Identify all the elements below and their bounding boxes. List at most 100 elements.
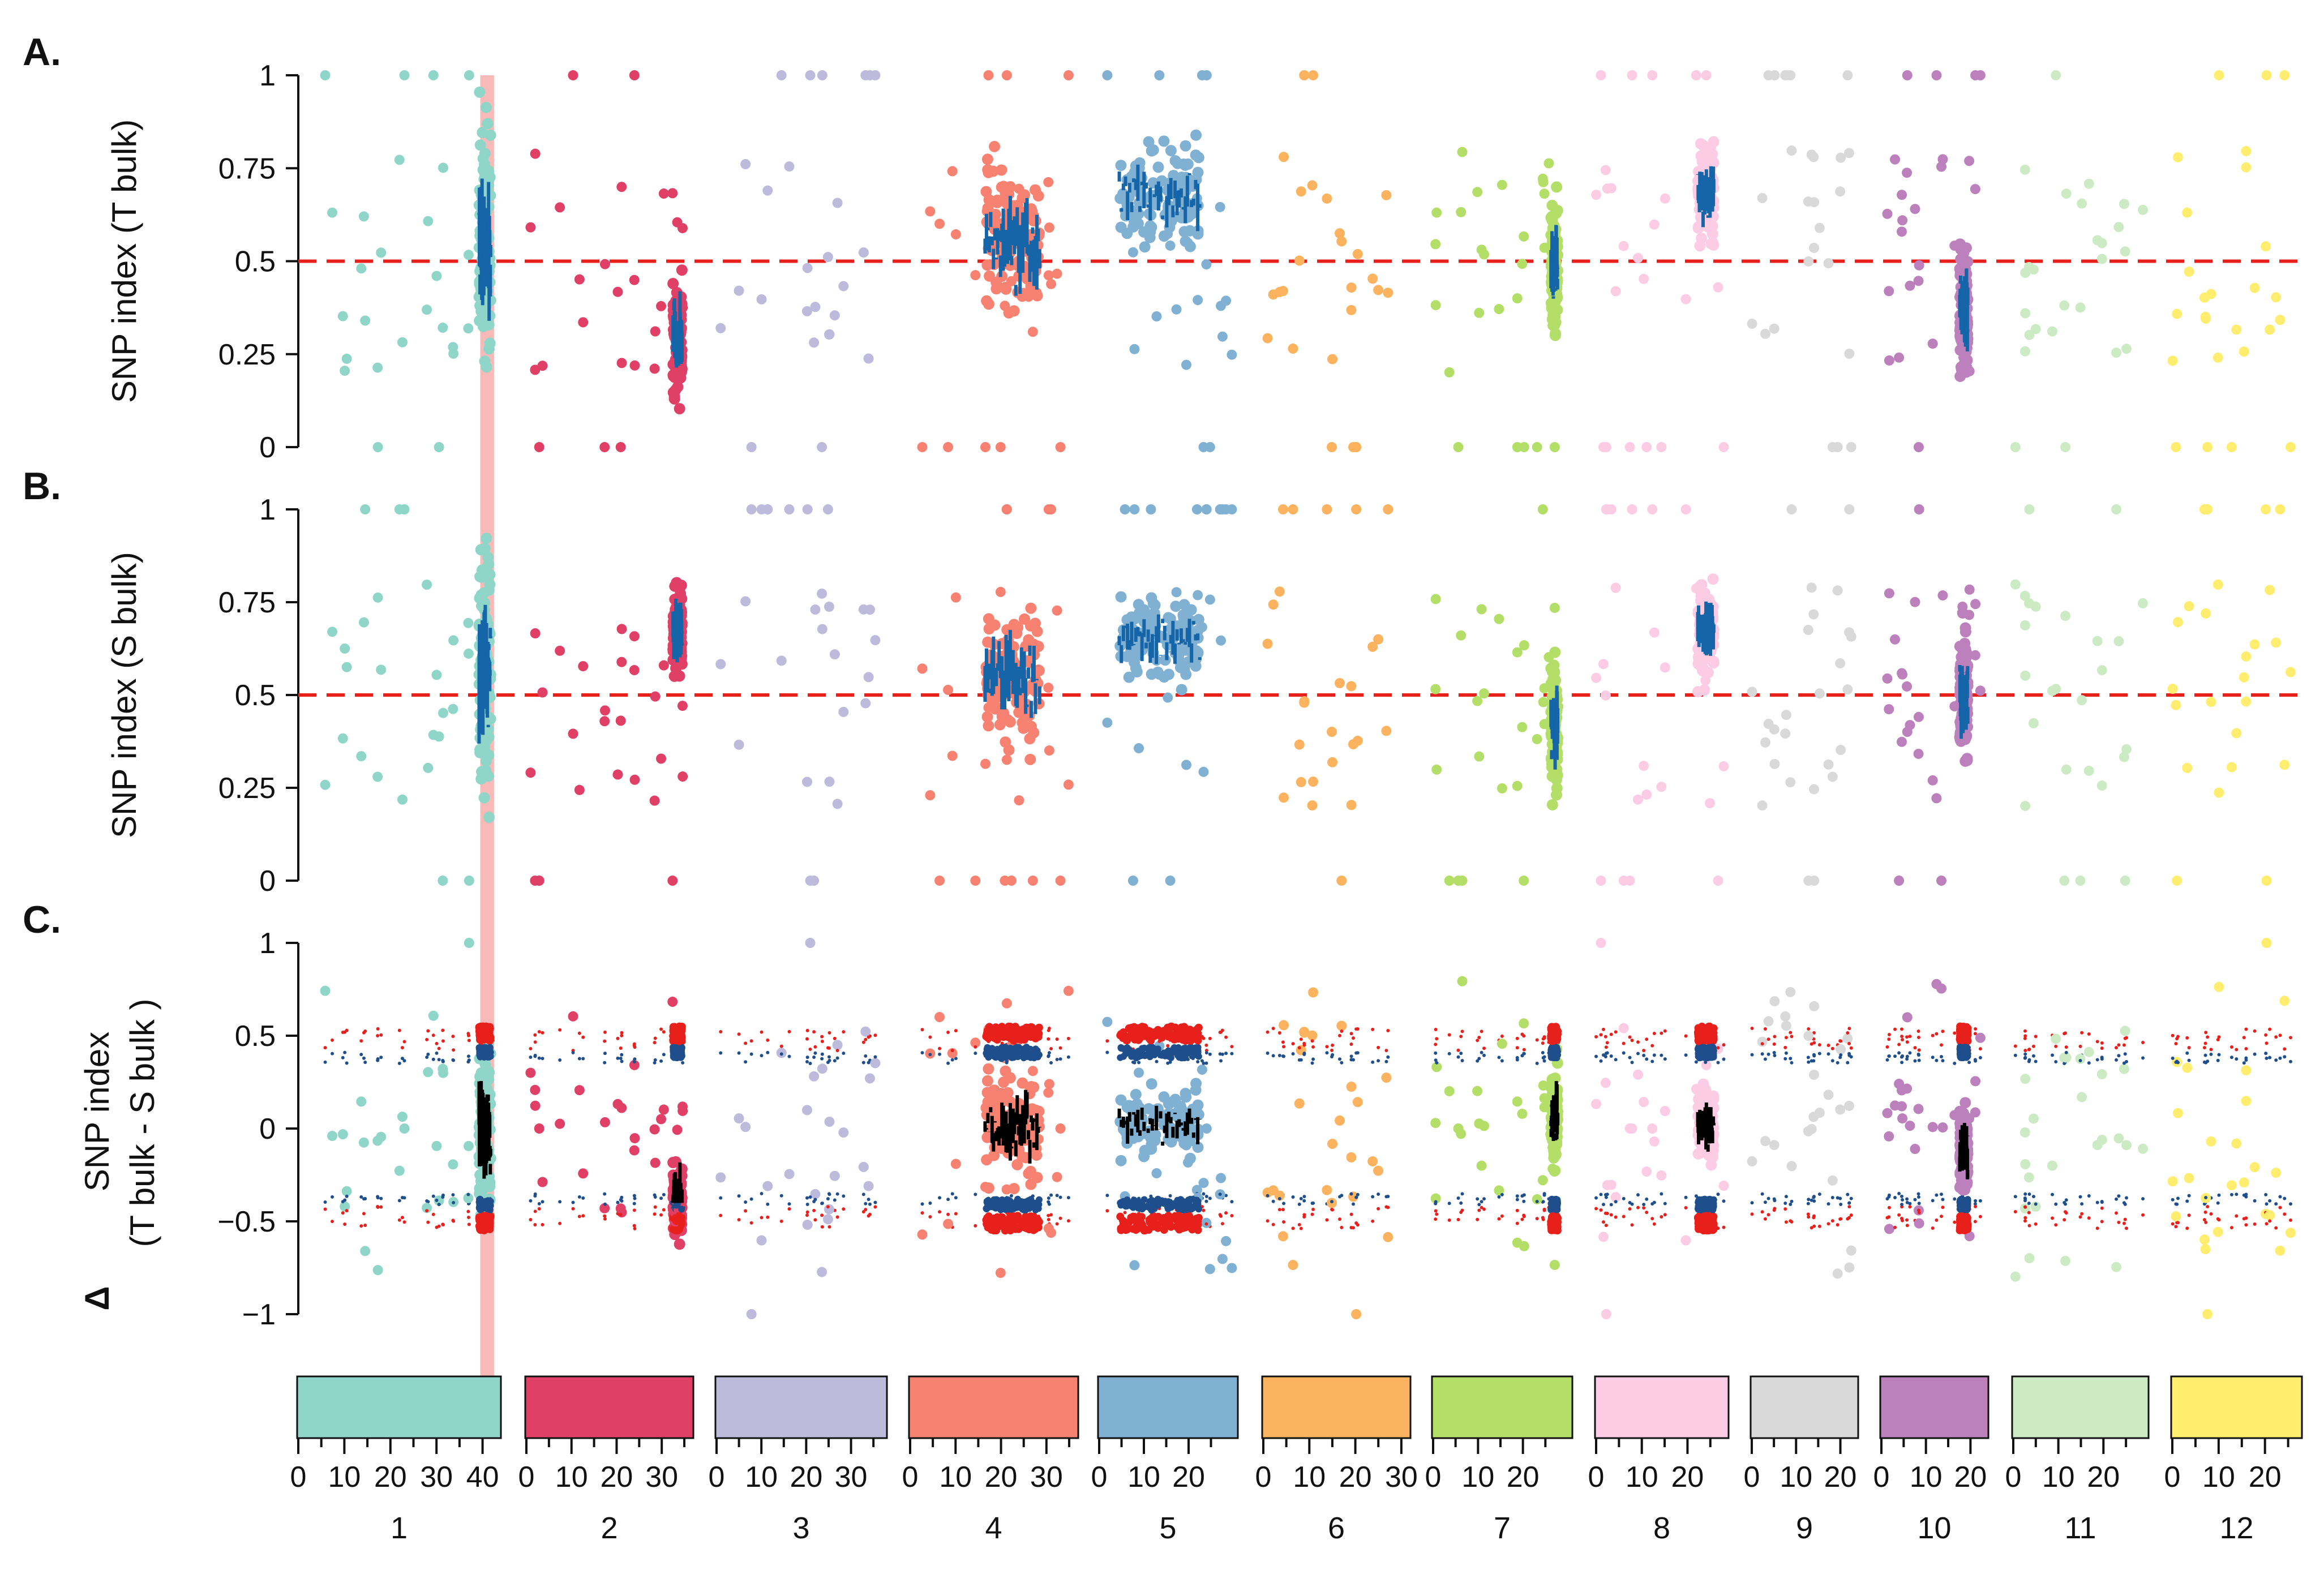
snp-point bbox=[822, 252, 833, 263]
snp-point bbox=[402, 1040, 406, 1044]
snp-point bbox=[1975, 1032, 1986, 1043]
snp-point bbox=[1604, 1052, 1608, 1056]
snp-point bbox=[950, 592, 961, 603]
snp-point bbox=[578, 661, 589, 672]
snp-point bbox=[1302, 1041, 1306, 1045]
snp-point bbox=[667, 278, 679, 290]
snp-point bbox=[2083, 765, 2094, 776]
snp-point bbox=[1230, 1052, 1234, 1056]
snp-point bbox=[463, 323, 474, 334]
snp-point bbox=[863, 353, 874, 364]
snp-point bbox=[1827, 1175, 1838, 1186]
snp-point bbox=[2028, 1113, 2039, 1124]
snp-point bbox=[2271, 1168, 2282, 1178]
snp-point bbox=[678, 771, 688, 782]
snp-point bbox=[1596, 70, 1606, 80]
snp-point bbox=[1935, 1218, 1939, 1222]
snp-point bbox=[376, 247, 387, 258]
snp-point bbox=[1750, 1201, 1754, 1205]
snp-point bbox=[1885, 1197, 1889, 1201]
snp-point bbox=[2023, 1219, 2027, 1223]
snp-point bbox=[1460, 1208, 1464, 1212]
snp-point bbox=[2115, 1211, 2119, 1215]
snp-point bbox=[1208, 1036, 1212, 1040]
snp-point bbox=[482, 118, 494, 130]
snp-point bbox=[337, 733, 348, 744]
snp-point bbox=[1055, 1222, 1059, 1226]
snp-point bbox=[809, 876, 820, 886]
snp-point bbox=[2278, 1033, 2282, 1037]
snp-point bbox=[1291, 1042, 1295, 1046]
snp-point bbox=[533, 1194, 537, 1198]
snp-point bbox=[1383, 504, 1393, 514]
snp-point bbox=[1457, 147, 1468, 157]
snp-point bbox=[1549, 603, 1560, 614]
snp-point bbox=[629, 360, 640, 371]
snp-point bbox=[970, 270, 981, 281]
snp-point bbox=[2171, 1033, 2175, 1037]
snp-point bbox=[842, 1052, 846, 1056]
snp-point bbox=[2023, 1049, 2027, 1053]
snp-point bbox=[555, 202, 565, 213]
snp-point bbox=[1102, 1016, 1113, 1027]
snp-point bbox=[1127, 876, 1138, 886]
snp-point bbox=[2206, 1035, 2210, 1039]
snp-point bbox=[451, 1035, 455, 1039]
snp-point bbox=[1046, 504, 1057, 514]
snp-point bbox=[1151, 1168, 1162, 1179]
snp-point bbox=[2268, 1056, 2272, 1059]
snp-point bbox=[1826, 1202, 1830, 1206]
snp-point bbox=[1028, 1082, 1040, 1093]
snp-point bbox=[756, 294, 767, 304]
snp-point bbox=[477, 1053, 484, 1060]
snp-point bbox=[1310, 1212, 1314, 1216]
snp-point bbox=[379, 1196, 383, 1200]
snp-point bbox=[2078, 1044, 2082, 1048]
snp-point bbox=[1459, 1201, 1463, 1205]
snp-point bbox=[466, 1209, 470, 1213]
snp-point bbox=[2020, 670, 2031, 681]
snp-point bbox=[1158, 135, 1170, 147]
snp-point bbox=[1218, 1052, 1222, 1056]
snp-point bbox=[1227, 1263, 1237, 1273]
snp-point bbox=[616, 1056, 620, 1060]
snp-point bbox=[1603, 1035, 1607, 1039]
snp-point bbox=[832, 1040, 843, 1050]
snp-point bbox=[1808, 609, 1819, 620]
snp-point bbox=[2275, 315, 2286, 325]
snp-point bbox=[2229, 1056, 2233, 1059]
snp-point bbox=[1897, 1051, 1901, 1055]
snp-point bbox=[1713, 876, 1723, 886]
snp-point bbox=[2115, 1058, 2119, 1062]
snp-point bbox=[2239, 672, 2249, 683]
snp-point bbox=[1165, 240, 1176, 251]
snp-point bbox=[674, 1226, 682, 1235]
snp-point bbox=[1905, 1197, 1909, 1201]
snp-point bbox=[612, 769, 623, 780]
snp-point bbox=[2202, 1218, 2206, 1222]
snp-point bbox=[981, 711, 993, 723]
snp-point bbox=[345, 1209, 349, 1213]
snp-point bbox=[659, 1059, 663, 1063]
snp-point bbox=[2253, 1222, 2257, 1226]
snp-point bbox=[603, 1052, 607, 1056]
snp-point bbox=[989, 140, 1001, 152]
snp-point bbox=[1900, 1061, 1904, 1065]
snp-point bbox=[1757, 1036, 1768, 1047]
snp-point bbox=[435, 1051, 439, 1055]
snp-point bbox=[1931, 1226, 1935, 1230]
snp-point bbox=[1066, 1055, 1070, 1059]
snp-point bbox=[2013, 1195, 2017, 1199]
snp-point bbox=[340, 1201, 350, 1212]
snp-point bbox=[1299, 1037, 1303, 1041]
snp-point bbox=[858, 247, 869, 258]
snp-point bbox=[1311, 1207, 1315, 1211]
snp-point bbox=[827, 1225, 831, 1229]
snp-point bbox=[1281, 1208, 1285, 1212]
snp-point bbox=[1218, 1192, 1222, 1196]
snp-point bbox=[2054, 1223, 2058, 1227]
snp-point bbox=[537, 1202, 541, 1206]
snp-point bbox=[1808, 784, 1819, 795]
snp-point bbox=[1025, 1178, 1037, 1190]
snp-point bbox=[1266, 1030, 1270, 1034]
